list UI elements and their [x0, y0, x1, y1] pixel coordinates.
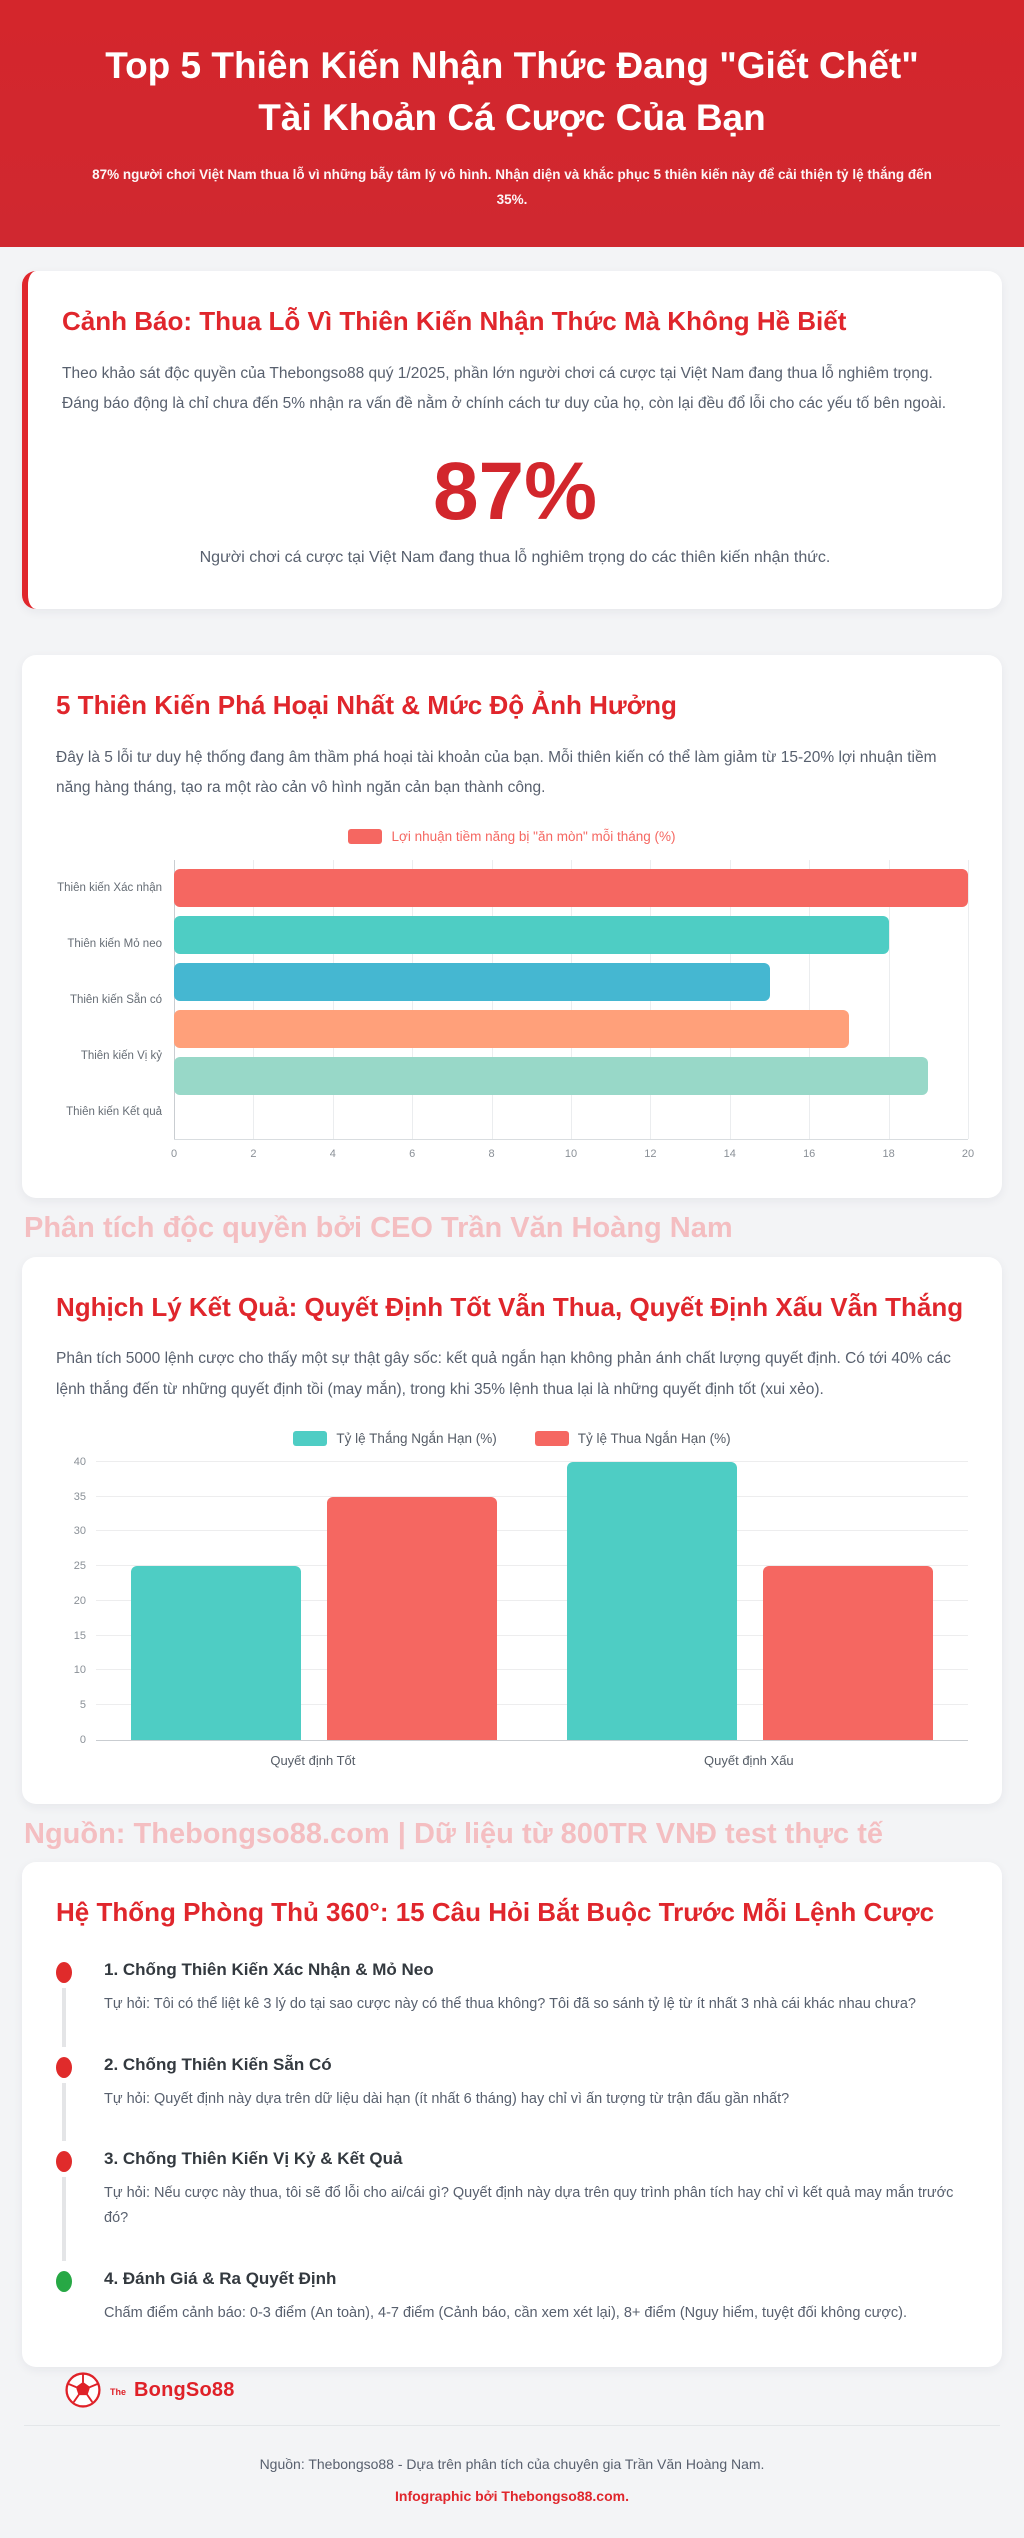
- defense-card: Hệ Thống Phòng Thủ 360°: 15 Câu Hỏi Bắt …: [22, 1862, 1002, 2368]
- category-label: Thiên kiến Mỏ neo: [67, 938, 162, 951]
- soccer-ball-icon: [65, 2372, 101, 2408]
- bar-group: [131, 1462, 497, 1740]
- page-subtitle: 87% người chơi Việt Nam thua lỗ vì những…: [92, 166, 932, 208]
- page-title: Top 5 Thiên Kiến Nhận Thức Đang "Giết Ch…: [105, 45, 919, 138]
- brand-name: BongSo88: [134, 2378, 235, 2401]
- content: Cảnh Báo: Thua Lỗ Vì Thiên Kiến Nhận Thứ…: [0, 247, 1024, 2538]
- bar: [763, 1566, 933, 1740]
- bar: [174, 869, 968, 908]
- category-label: Thiên kiến Kết quả: [66, 1106, 162, 1119]
- defense-step-3: 3. Chống Thiên Kiến Vị Kỷ & Kết Quả Tự h…: [56, 2149, 968, 2261]
- step-text: Chấm điểm cảnh báo: 0-3 điểm (An toàn), …: [104, 2304, 907, 2321]
- brand-logo: The BongSo88: [22, 2367, 1002, 2425]
- bias-card-body: Đây là 5 lỗi tư duy hệ thống đang âm thầ…: [56, 749, 937, 797]
- bar: [174, 1010, 849, 1049]
- warning-card: Cảnh Báo: Thua Lỗ Vì Thiên Kiến Nhận Thứ…: [22, 270, 1002, 610]
- step-title: 1. Chống Thiên Kiến Xác Nhận & Mỏ Neo: [104, 1959, 434, 1979]
- watermark-ceo: Phân tích độc quyền bởi CEO Trần Văn Hoà…: [24, 1212, 733, 1245]
- chart-legend: Tỷ lệ Thắng Ngắn Hạn (%): [293, 1430, 497, 1446]
- bar: [131, 1566, 301, 1740]
- category-label: Quyết định Xấu: [704, 1752, 794, 1768]
- footer-credit: Infographic bởi Thebongso88.com.: [395, 2488, 629, 2505]
- footer-source: Nguồn: Thebongso88 - Dựa trên phân tích …: [259, 2456, 765, 2473]
- step-text: Tự hỏi: Quyết định này dựa trên dữ liệu …: [104, 2090, 790, 2107]
- header: Top 5 Thiên Kiến Nhận Thức Đang "Giết Ch…: [0, 0, 1024, 247]
- bar: [327, 1496, 497, 1740]
- defense-timeline: 1. Chống Thiên Kiến Xác Nhận & Mỏ Neo Tự…: [56, 1960, 968, 2325]
- category-label: Thiên kiến Vị kỷ: [80, 1050, 162, 1063]
- bar: [567, 1461, 737, 1740]
- defense-card-title: Hệ Thống Phòng Thủ 360°: 15 Câu Hỏi Bắt …: [56, 1897, 935, 1928]
- step-title: 2. Chống Thiên Kiến Sẵn Có: [104, 2054, 332, 2074]
- legend-swatch: [348, 829, 383, 845]
- step-bullet-icon: [56, 2151, 72, 2173]
- bias-impact-chart: Lợi nhuận tiềm năng bị "ăn mòn" mỗi thán…: [57, 829, 975, 1161]
- bar-group: [567, 1461, 933, 1740]
- stat-caption: Người chơi cá cược tại Việt Nam đang thu…: [199, 549, 831, 567]
- bar: [174, 916, 889, 955]
- defense-step-1: 1. Chống Thiên Kiến Xác Nhận & Mỏ Neo Tự…: [56, 1959, 968, 2047]
- paradox-card-body: Phân tích 5000 lệnh cược cho thấy một sự…: [56, 1350, 951, 1398]
- defense-step-2: 2. Chống Thiên Kiến Sẵn Có Tự hỏi: Quyết…: [56, 2054, 968, 2141]
- footer: Nguồn: Thebongso88 - Dựa trên phân tích …: [22, 2426, 1002, 2538]
- category-label: Thiên kiến Xác nhận: [57, 882, 162, 895]
- paradox-card: Nghịch Lý Kết Quả: Quyết Định Tốt Vẫn Th…: [22, 1256, 1002, 1804]
- step-text: Tự hỏi: Nếu cược này thua, tôi sẽ đổ lỗi…: [104, 2185, 954, 2226]
- warning-card-body: Theo khảo sát độc quyền của Thebongso88 …: [62, 364, 947, 412]
- bar: [174, 1057, 929, 1096]
- step-bullet-icon: [56, 1961, 72, 1983]
- category-label: Quyết định Tốt: [270, 1752, 356, 1768]
- step-title: 4. Đánh Giá & Ra Quyết Định: [104, 2268, 337, 2288]
- bar: [174, 963, 770, 1002]
- chart-legend: Lợi nhuận tiềm năng bị "ăn mòn" mỗi thán…: [348, 829, 676, 845]
- brand-prefix: The: [110, 2387, 127, 2398]
- step-text: Tự hỏi: Tôi có thể liệt kê 3 lý do tại s…: [104, 1995, 916, 2012]
- warning-card-title: Cảnh Báo: Thua Lỗ Vì Thiên Kiến Nhận Thứ…: [62, 305, 847, 336]
- defense-step-4: 4. Đánh Giá & Ra Quyết Định Chấm điểm cả…: [56, 2269, 968, 2326]
- outcome-paradox-chart: Tỷ lệ Thắng Ngắn Hạn (%) Tỷ lệ Thua Ngắn …: [56, 1430, 968, 1768]
- legend-swatch: [293, 1430, 328, 1446]
- category-label: Thiên kiến Sẵn có: [69, 994, 162, 1007]
- paradox-card-title: Nghịch Lý Kết Quả: Quyết Định Tốt Vẫn Th…: [56, 1291, 964, 1322]
- legend-swatch: [534, 1430, 569, 1446]
- bias-card: 5 Thiên Kiến Phá Hoại Nhất & Mức Độ Ảnh …: [22, 655, 1002, 1199]
- step-bullet-icon: [56, 2056, 72, 2078]
- stat-value: 87%: [432, 446, 598, 538]
- step-title: 3. Chống Thiên Kiến Vị Kỷ & Kết Quả: [104, 2149, 403, 2169]
- step-bullet-icon: [56, 2270, 72, 2292]
- chart-legend: Tỷ lệ Thua Ngắn Hạn (%): [534, 1430, 731, 1446]
- bias-card-title: 5 Thiên Kiến Phá Hoại Nhất & Mức Độ Ảnh …: [56, 690, 677, 721]
- watermark-source: Nguồn: Thebongso88.com | Dữ liệu từ 800T…: [24, 1817, 884, 1850]
